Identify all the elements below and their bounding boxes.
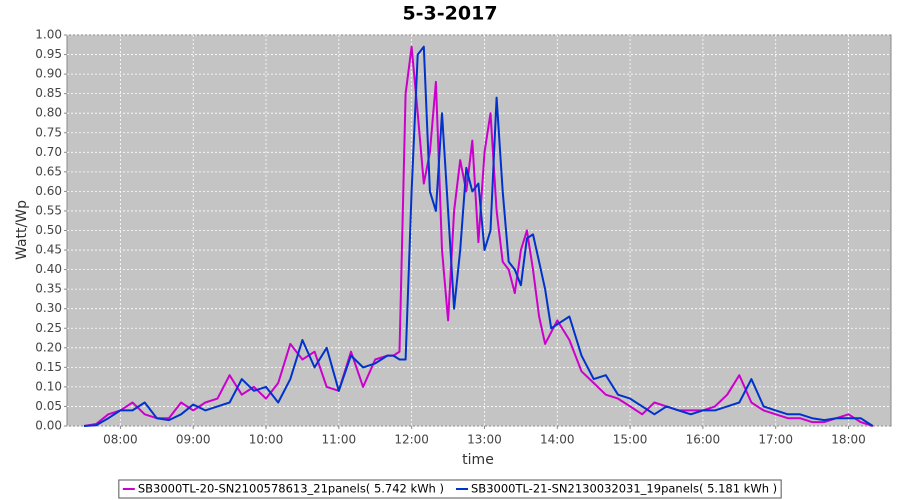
chart-title: 5-3-2017 [402,3,497,25]
legend-box [118,479,782,499]
x-tick-label: 10:00 [249,433,284,447]
x-tick-label: 08:00 [103,433,138,447]
x-tick-label: 18:00 [831,433,866,447]
y-tick-label: 0.60 [35,184,62,198]
y-tick-label: 0.85 [35,86,62,100]
y-tick-label: 0.90 [35,67,62,81]
y-tick-label: 0.75 [35,125,62,139]
y-tick-label: 0.40 [35,262,62,276]
y-tick-label: 0.05 [35,399,62,413]
series-line [83,45,874,427]
x-tick-label: 15:00 [613,433,648,447]
x-axis-label: time [462,452,494,468]
y-tick-label: 0.70 [35,145,62,159]
x-tick-label: 17:00 [758,433,793,447]
y-tick-label: 0.15 [35,360,62,374]
x-tick-label: 11:00 [322,433,357,447]
y-tick-label: 0.20 [35,340,62,354]
series-line [83,45,874,427]
x-tick-label: 12:00 [394,433,429,447]
y-tick-label: 0.35 [35,282,62,296]
x-tick-label: 16:00 [686,433,721,447]
y-tick-label: 1.00 [35,28,62,42]
y-tick-label: 0.65 [35,164,62,178]
legend-label: SB3000TL-20-SN2100578613_21panels( 5.742… [138,482,444,496]
y-axis-label: Watt/Wp [14,200,30,260]
legend-label: SB3000TL-21-SN2130032031_19panels( 5.181… [471,482,777,496]
y-tick-label: 0.25 [35,321,62,335]
x-tick-label: 09:00 [176,433,211,447]
y-tick-label: 0.80 [35,106,62,120]
y-tick-label: 0.50 [35,223,62,237]
y-tick-label: 0.10 [35,379,62,393]
x-tick-label: 13:00 [467,433,502,447]
legend: SB3000TL-20-SN2100578613_21panels( 5.742… [118,479,782,499]
x-tick-label: 14:00 [540,433,575,447]
y-tick-label: 0.95 [35,47,62,61]
y-tick-label: 0.00 [35,419,62,433]
y-tick-label: 0.30 [35,301,62,315]
y-tick-label: 0.45 [35,243,62,257]
y-tick-label: 0.55 [35,203,62,217]
